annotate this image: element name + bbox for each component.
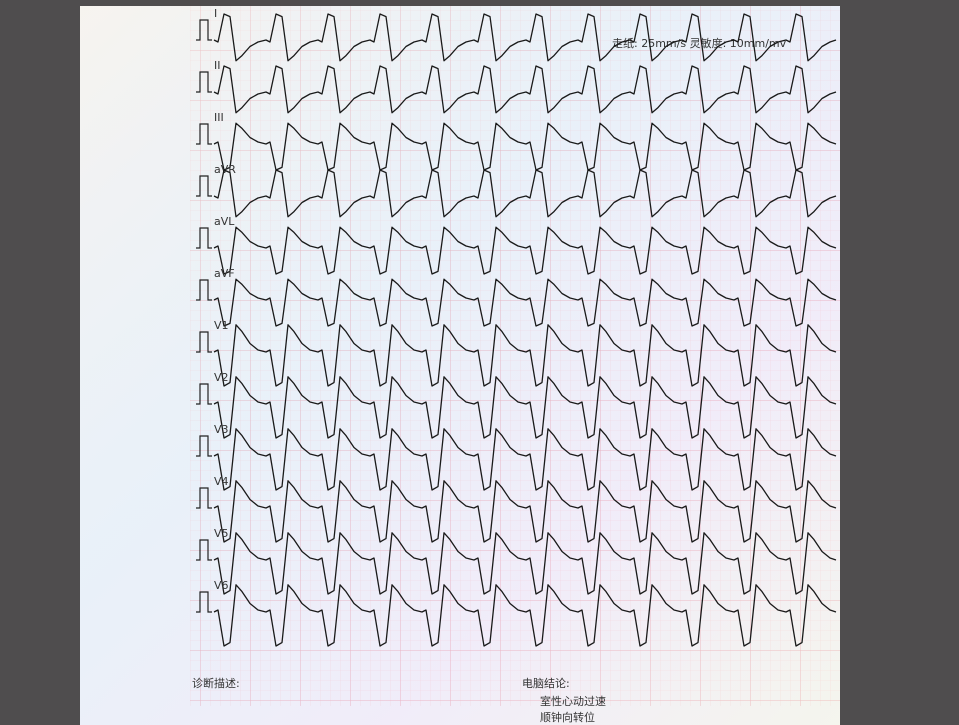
- lead-label: V3: [214, 423, 229, 436]
- lead-label: I: [214, 7, 217, 20]
- lead-label: II: [214, 59, 221, 72]
- lead-label: V6: [214, 579, 229, 592]
- lead-label: aVR: [214, 163, 236, 176]
- diagnosis-label: 诊断描述:: [192, 676, 240, 690]
- page: 走纸: 25mm/s 灵敏度: 10mm/mv 诊断描述: 电脑结论: 室性心动…: [0, 0, 959, 725]
- conclusion-line: 顺钟向转位: [540, 710, 595, 724]
- lead-label: aVF: [214, 267, 235, 280]
- lead-label: aVL: [214, 215, 235, 228]
- lead-label: V1: [214, 319, 229, 332]
- lead-label: V4: [214, 475, 229, 488]
- conclusion-label: 电脑结论:: [522, 676, 570, 690]
- sheen: [80, 6, 840, 725]
- lead-label: V2: [214, 371, 229, 384]
- ecg-photo: 走纸: 25mm/s 灵敏度: 10mm/mv 诊断描述: 电脑结论: 室性心动…: [0, 0, 959, 725]
- conclusion-line: 室性心动过速: [540, 694, 606, 708]
- lead-label: III: [214, 111, 224, 124]
- lead-label: V5: [214, 527, 229, 540]
- settings-text: 走纸: 25mm/s 灵敏度: 10mm/mv: [612, 36, 787, 50]
